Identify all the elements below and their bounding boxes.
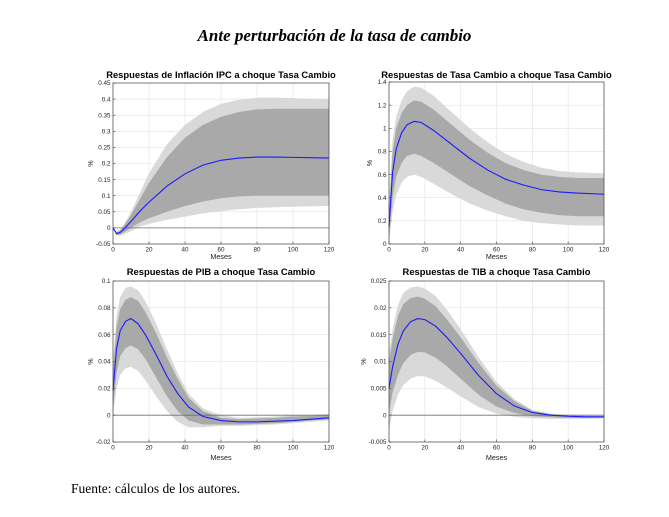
y-tick-label: 0.8 [378,149,387,156]
y-tick-label: 0.005 [371,386,387,393]
x-tick-label: 80 [253,247,261,254]
figure-title: Ante perturbación de la tasa de cambio [197,26,472,45]
panel-title: Respuestas de Inflación IPC a choque Tas… [106,69,336,80]
y-tick-label: 0.2 [378,218,387,225]
y-tick-label: 0 [107,412,111,419]
x-axis-label: Meses [210,453,232,462]
y-tick-label: 0 [107,225,111,232]
panel-title: Respuestas de PIB a choque Tasa Cambio [127,266,316,277]
y-tick-label: 0.15 [98,177,111,184]
y-tick-label: 0.05 [98,209,111,216]
plot-area: 0 20 40 60 80 100 120-0.00500.0050.010.0150.02… [369,278,610,451]
panel-title: Respuestas de TIB a choque Tasa Cambio [403,266,591,277]
x-tick-label: 20 [421,247,429,254]
x-tick-label: 120 [324,445,335,452]
x-tick-label: 0 [387,445,391,452]
plot-area: 0 20 40 60 80 100 120 0 0.2 0.4 0.6 0.8 1 1.2 1.4 [378,79,610,253]
y-tick-label: 0.3 [102,129,111,136]
x-tick-label: 100 [288,445,299,452]
inner-confidence-band [389,100,604,239]
y-tick-label: 0.35 [98,112,111,119]
source-note: Fuente: cálculos de los autores. [71,481,241,496]
inner-confidence-band [113,297,329,425]
x-tick-label: 80 [529,247,537,254]
panel-tasa-cambio: 0 20 40 60 80 100 120 0 0.2 0.4 0.6 0.8 1 1.2 1.4 Resp… [365,69,612,261]
x-tick-label: 100 [288,247,299,254]
y-tick-label: 1.4 [378,79,387,86]
inner-confidence-band [389,296,604,418]
x-tick-label: 80 [253,445,261,452]
x-tick-label: 120 [599,247,610,254]
x-tick-label: 120 [324,247,335,254]
median-response-line [388,120,605,227]
x-tick-label: 100 [563,445,574,452]
y-tick-label: 0.25 [98,145,111,152]
x-tick-label: 0 [387,247,391,254]
y-tick-label: 0.1 [102,193,111,200]
y-tick-label: -0.005 [369,439,387,446]
y-tick-label: 1 [383,125,387,132]
median-response-line [112,317,330,423]
x-tick-label: 40 [457,445,465,452]
y-tick-label: 0.2 [102,161,111,168]
x-tick-label: 0 [111,247,115,254]
x-tick-label: 20 [421,445,429,452]
y-axis-label: % [86,358,95,365]
x-tick-label: 100 [563,247,574,254]
y-axis-label: % [359,358,368,365]
x-tick-label: 40 [181,247,189,254]
y-tick-label: 0.02 [98,386,111,393]
x-tick-label: 0 [111,445,115,452]
y-tick-label: 0 [383,412,387,419]
y-axis-label: % [86,160,95,167]
panel-tib: 0 20 40 60 80 100 120-0.00500.0050.010.0150.02… [359,266,610,462]
y-tick-label: 0 [383,241,387,248]
x-tick-label: 80 [529,445,537,452]
median-response-line [112,156,330,235]
x-axis-label: Meses [486,453,508,462]
x-tick-label: 60 [493,445,501,452]
y-tick-label: 0.015 [371,332,387,339]
x-tick-label: 60 [217,445,225,452]
y-tick-label: -0.05 [96,241,111,248]
x-axis-label: Meses [486,252,508,261]
x-tick-label: 120 [599,445,610,452]
median-response-line [388,318,604,418]
y-tick-label: 1.2 [378,102,387,109]
y-axis-label: % [365,159,374,166]
y-tick-label: 0.08 [98,305,111,312]
y-tick-label: 0.1 [102,278,111,285]
y-tick-label: 0.4 [378,195,387,202]
y-tick-label: 0.4 [102,96,111,103]
y-tick-label: 0.6 [378,172,387,179]
y-tick-label: -0.02 [96,439,111,446]
x-tick-label: 40 [181,445,189,452]
x-tick-label: 60 [493,247,501,254]
inner-confidence-band [113,108,329,235]
panel-title: Respuestas de Tasa Cambio a choque Tasa … [381,69,612,80]
y-tick-label: 0.025 [371,278,387,285]
y-tick-label: 0.06 [98,332,111,339]
x-axis-label: Meses [210,252,232,261]
y-tick-label: 0.02 [374,305,387,312]
panel-pib: 0 20 40 60 80 100 120-0.0200.020.040.060.080.1… [86,266,335,462]
panel-inflacion-ipc: 0 20 40 60 80 100 120-0.0500.050.10.150.20.250… [86,69,336,261]
y-tick-label: 0.04 [98,359,111,366]
x-tick-label: 20 [145,247,153,254]
y-tick-label: 0.45 [98,80,111,87]
plot-area: 0 20 40 60 80 100 120-0.0500.050.10.150.20.250… [96,80,335,253]
x-tick-label: 60 [217,247,225,254]
x-tick-label: 20 [145,445,153,452]
x-tick-label: 40 [457,247,465,254]
y-tick-label: 0.01 [374,359,387,366]
